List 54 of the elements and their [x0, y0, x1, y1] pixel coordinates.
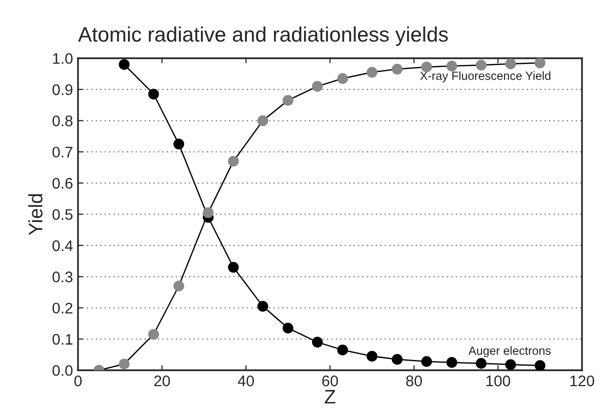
y-axis-title: Yield [28, 194, 43, 236]
point [534, 58, 546, 68]
point [392, 64, 403, 75]
point [118, 59, 130, 70]
y-tick-label: 0.1 [52, 334, 72, 345]
x-tick-label: 20 [154, 376, 170, 386]
point [228, 262, 239, 273]
point [257, 300, 268, 312]
point [312, 80, 323, 92]
x-tick-label: 60 [322, 376, 338, 386]
point [337, 344, 348, 356]
x-tick-label: 40 [238, 376, 254, 386]
y-tick-label: 0.4 [52, 240, 73, 252]
point [282, 322, 294, 334]
y-tick-label: 0.9 [52, 84, 72, 96]
point [312, 336, 323, 348]
y-tick-label: 0.3 [52, 272, 72, 282]
x-tick-label: 100 [486, 376, 510, 386]
point [148, 328, 159, 340]
x-tick-label: 80 [406, 376, 422, 386]
point [476, 60, 487, 70]
y-tick-label: 0.7 [52, 146, 72, 158]
point [228, 156, 239, 167]
point [148, 88, 159, 100]
point [202, 207, 214, 218]
point [257, 115, 268, 126]
y-tick-label: 0.0 [52, 365, 73, 376]
x-tick-label: 120 [570, 376, 594, 386]
y-tick-label: 0.6 [52, 178, 72, 189]
y-tick-label: 0.5 [52, 209, 72, 220]
point [421, 356, 432, 367]
point [446, 357, 458, 368]
point [337, 73, 348, 84]
y-tick-label: 1.0 [53, 53, 73, 64]
series-label: X-ray Fluorescence Yield [420, 71, 550, 82]
point [446, 60, 458, 72]
point [118, 358, 130, 370]
y-tick-label: 0.8 [52, 116, 72, 126]
x-tick-label: 0 [74, 376, 82, 386]
chart-title: Atomic radiative and radiationless yields [78, 26, 448, 46]
point [173, 280, 184, 292]
point [366, 66, 378, 78]
point [282, 94, 294, 106]
point [505, 359, 516, 370]
point [173, 138, 184, 150]
point [534, 360, 546, 370]
point [505, 58, 516, 70]
y-tick-label: 0.2 [52, 302, 72, 314]
point [392, 354, 403, 365]
point [366, 350, 378, 362]
point [476, 358, 487, 369]
point [421, 62, 432, 72]
series-label: Auger electrons [468, 346, 551, 358]
x-axis-title: Z [324, 390, 336, 404]
